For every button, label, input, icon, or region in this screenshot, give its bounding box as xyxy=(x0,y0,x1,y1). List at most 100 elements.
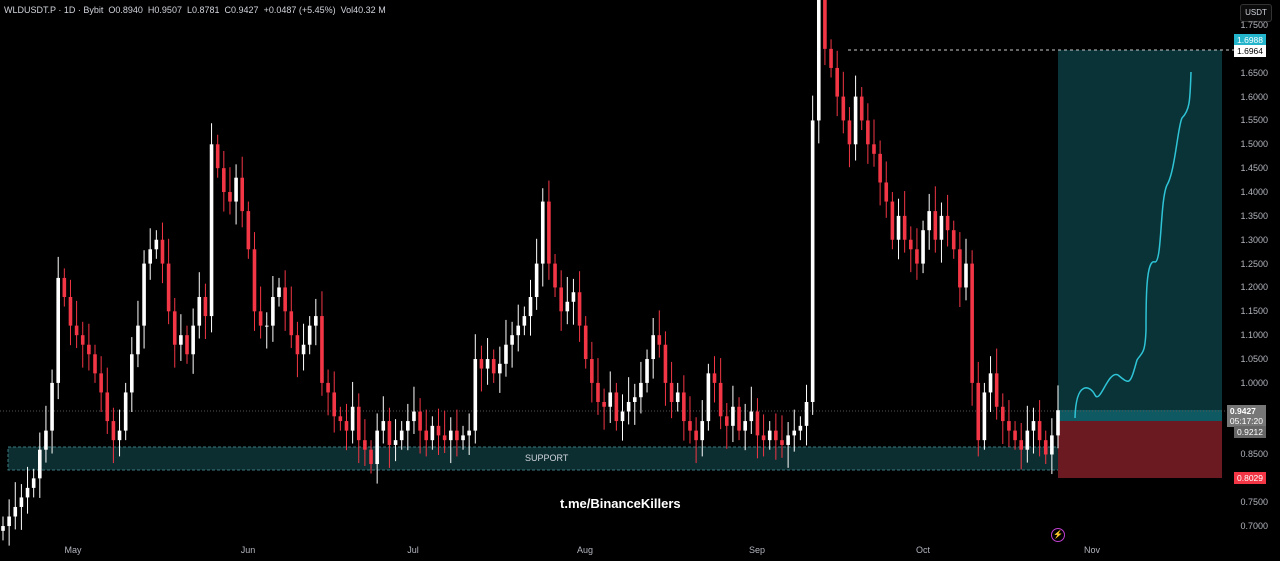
candle-body xyxy=(56,277,61,383)
candle-body xyxy=(172,311,177,345)
close-value: C0.9427 xyxy=(224,5,259,15)
candle-body xyxy=(890,201,895,240)
change-value: +0.0487 (+5.45%) xyxy=(263,5,336,15)
candle-body xyxy=(737,406,741,431)
candle-body xyxy=(111,421,116,441)
candle-body xyxy=(602,401,606,407)
symbol-label[interactable]: WLDUSDT.P · 1D · Bybit xyxy=(4,5,104,15)
candle-body xyxy=(363,440,367,450)
candle-body xyxy=(166,263,171,312)
candle-body xyxy=(271,297,275,326)
candle-body xyxy=(884,182,889,202)
candle-body xyxy=(154,239,159,250)
currency-button[interactable]: USDT xyxy=(1240,4,1272,22)
candle-body xyxy=(13,506,18,517)
candle-body xyxy=(939,215,944,240)
candle-body xyxy=(344,421,349,431)
candle-body xyxy=(724,416,729,426)
candle-body xyxy=(878,153,882,183)
candle-body xyxy=(258,311,263,326)
candle-body xyxy=(80,335,85,345)
candle-body xyxy=(1050,435,1054,455)
candle-body xyxy=(694,430,698,441)
profit-zone xyxy=(1058,50,1222,421)
candle-body xyxy=(755,411,760,436)
candle-body xyxy=(528,297,533,317)
candle-body xyxy=(136,325,140,355)
candle-body xyxy=(945,215,950,231)
candle-body xyxy=(632,397,637,402)
candle-body xyxy=(277,287,281,298)
candle-body xyxy=(994,373,999,407)
price-tick: 0.7000 xyxy=(1240,521,1268,532)
month-tick: Oct xyxy=(915,545,931,555)
support-label: SUPPORT xyxy=(525,453,569,463)
price-tick: 1.5500 xyxy=(1240,115,1268,126)
candle-body xyxy=(663,344,668,383)
entry-tag: 0.9212 xyxy=(1234,426,1266,438)
support-zone xyxy=(7,446,1081,471)
loss-zone xyxy=(1058,421,1222,478)
month-tick: Jun xyxy=(240,545,256,555)
candle-body xyxy=(142,263,146,326)
candle-body xyxy=(228,192,232,202)
candle-body xyxy=(982,392,987,441)
price-tick: 1.4500 xyxy=(1240,163,1268,174)
candle-body xyxy=(314,316,318,326)
candle-body xyxy=(1,526,5,531)
candle-body xyxy=(160,239,165,264)
candle-body xyxy=(62,277,67,298)
candle-body xyxy=(522,316,527,326)
candle-body xyxy=(99,373,103,393)
candle-body xyxy=(639,382,643,398)
candle-body xyxy=(921,230,925,264)
candle-body xyxy=(203,297,208,317)
candle-body xyxy=(786,435,790,445)
candle-body xyxy=(375,430,379,465)
candle-body xyxy=(1007,421,1011,431)
candle-body xyxy=(675,392,680,402)
candle-body xyxy=(510,335,514,345)
candle-body xyxy=(234,177,238,202)
candle-body xyxy=(338,416,343,422)
candle-body xyxy=(399,430,404,441)
price-tick: 1.6500 xyxy=(1240,67,1268,78)
candle-body xyxy=(816,0,821,121)
price-tick: 1.1000 xyxy=(1240,330,1268,341)
high-value: H0.9507 xyxy=(147,5,182,15)
candle-body xyxy=(68,297,73,326)
candle-body xyxy=(835,67,839,97)
candle-body xyxy=(798,425,803,431)
candle-body xyxy=(74,325,79,336)
candle-body xyxy=(148,249,153,264)
candle-body xyxy=(810,120,815,402)
lightning-icon[interactable]: ⚡ xyxy=(1051,528,1065,542)
candle-body xyxy=(38,449,42,479)
candle-body xyxy=(712,373,717,383)
candle-body xyxy=(467,430,471,436)
candle-body xyxy=(743,421,747,431)
candle-body xyxy=(1056,410,1060,436)
candle-body xyxy=(240,177,245,212)
candle-body xyxy=(222,168,226,193)
candle-body xyxy=(553,263,557,288)
price-tick: 1.1500 xyxy=(1240,306,1268,317)
candle-body xyxy=(583,325,588,360)
candle-body xyxy=(700,421,705,441)
candle-body xyxy=(1043,440,1048,455)
last-price: 0.9427 xyxy=(1229,406,1256,416)
candles xyxy=(1,0,1060,546)
candle-body xyxy=(50,382,54,431)
candle-body xyxy=(571,292,576,302)
candle-body xyxy=(669,382,674,402)
candle-body xyxy=(117,430,122,441)
price-tick: 1.7500 xyxy=(1240,20,1268,30)
candle-body xyxy=(902,215,907,240)
candle-body xyxy=(872,144,876,154)
candle-body xyxy=(688,421,692,431)
volume-value: Vol40.32 M xyxy=(340,5,386,15)
candle-body xyxy=(209,144,214,317)
candle-body xyxy=(130,354,134,393)
candle-body xyxy=(1000,406,1005,422)
